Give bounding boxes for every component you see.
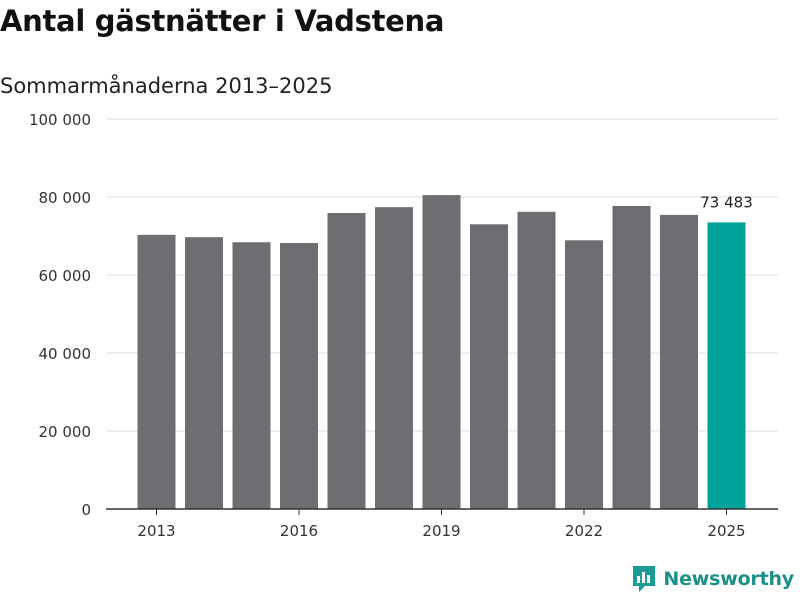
newsworthy-logo-icon	[633, 566, 656, 592]
bar-2014	[185, 237, 223, 510]
y-tick-label: 20 000	[39, 423, 92, 441]
x-axis: 2013 2016 2019 2022 2025	[106, 508, 778, 540]
bar-2021	[517, 211, 556, 509]
bars	[137, 195, 746, 510]
y-tick-label: 0	[81, 501, 91, 519]
bar-2022	[565, 240, 603, 510]
bar-2016	[280, 243, 318, 509]
bar-2013	[137, 234, 176, 509]
y-tick-label: 80 000	[39, 189, 92, 207]
x-tick-label: 2019	[422, 522, 460, 540]
bar-2019	[422, 195, 461, 510]
brand-name: Newsworthy	[663, 568, 794, 590]
bar-2015	[232, 242, 271, 510]
data-labels: 73 483	[700, 193, 753, 211]
x-tick-label: 2016	[280, 522, 318, 540]
bar-2025	[707, 222, 746, 509]
y-tick-label: 40 000	[39, 345, 92, 363]
bar-2023	[612, 205, 651, 509]
x-tick-label: 2013	[137, 522, 175, 540]
y-tick-label: 60 000	[39, 267, 92, 285]
x-tick-label: 2022	[565, 522, 603, 540]
bar-2017	[327, 212, 366, 510]
x-tick-label: 2025	[707, 522, 745, 540]
y-axis-ticks: 0 20 000 40 000 60 000 80 000 100 000	[29, 111, 91, 519]
y-tick-label: 100 000	[29, 111, 91, 129]
brand-logo: Newsworthy	[631, 564, 794, 594]
bar-2018	[375, 207, 413, 509]
chart-subtitle: Sommarmånaderna 2013–2025	[0, 74, 333, 98]
chart-title: Antal gästnätter i Vadstena	[0, 4, 445, 38]
bar-2020	[470, 224, 508, 510]
data-label: 73 483	[700, 193, 753, 211]
bar-2024	[660, 214, 698, 509]
